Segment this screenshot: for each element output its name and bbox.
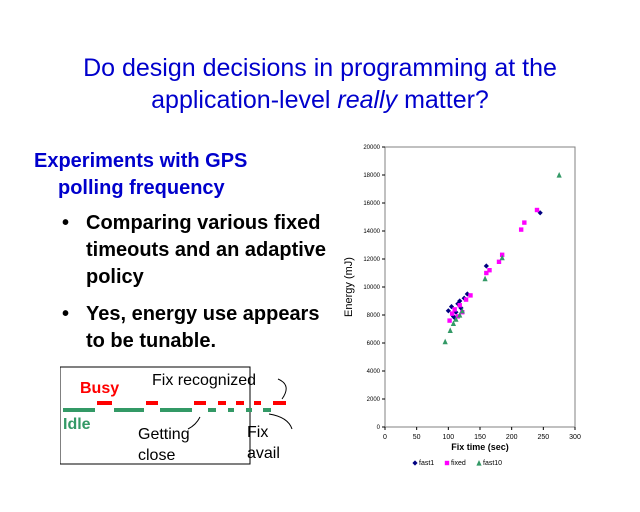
data-point — [458, 305, 464, 311]
data-point — [496, 259, 502, 264]
data-point — [450, 320, 456, 326]
fix-avail-pointer — [268, 413, 293, 430]
state-diagram-svg: Busy Idle Fix recognized Getting close F… — [59, 366, 293, 465]
data-point — [442, 338, 448, 345]
data-point — [453, 316, 459, 322]
slide-title-line1: Do design decisions in programming at th… — [83, 54, 557, 82]
data-point — [482, 275, 488, 282]
x-tick-label: 50 — [413, 434, 421, 441]
y-tick-label: 10000 — [363, 285, 380, 291]
data-point — [556, 172, 562, 178]
x-axis-label: Fix time (sec) — [451, 442, 509, 452]
gps-state-diagram: Busy Idle Fix recognized Getting close F… — [59, 365, 310, 470]
data-point — [452, 307, 457, 312]
y-tick-label: 8000 — [367, 313, 381, 319]
busy-label: Busy — [80, 380, 119, 397]
data-point — [499, 254, 505, 261]
y-axis-label: Energy (mJ) — [343, 257, 355, 317]
data-point — [457, 312, 463, 318]
data-point — [459, 307, 465, 314]
slide-title-emphasis: really — [337, 86, 398, 114]
data-point — [457, 298, 463, 304]
y-tick-label: 0 — [377, 425, 381, 431]
energy-vs-fix-time-chart: 0 2000 4000 6000 8000 10000 12000 14000 16000 180… — [340, 135, 640, 480]
y-tick-label: 2000 — [367, 397, 381, 403]
y-tick-label: 20000 — [363, 145, 380, 151]
data-point — [447, 318, 452, 323]
fix-recognized-label: Fix recognized — [152, 372, 256, 389]
legend-label: fast10 — [483, 460, 502, 467]
plot-area — [384, 146, 576, 428]
data-point — [484, 270, 489, 276]
x-tick-label: 200 — [506, 434, 518, 441]
data-point — [447, 327, 453, 333]
x-tick-label: 300 — [569, 434, 581, 441]
y-tick-label: 12000 — [363, 257, 380, 263]
legend-label: fixed — [451, 460, 466, 467]
section-heading-line2: polling frequency — [58, 177, 225, 199]
bullet-text: Yes, energy use appears to be tunable. — [86, 303, 320, 352]
y-tick-label: 4000 — [367, 369, 381, 375]
getting-close-label: close — [138, 447, 175, 464]
y-tick-label: 14000 — [363, 229, 380, 235]
data-point — [457, 303, 462, 308]
fix-avail-label: Fix — [247, 424, 268, 441]
fix-recognized-pointer — [277, 378, 287, 400]
data-point — [468, 293, 473, 298]
bullet-item: • Comparing various fixed timeouts and an… — [60, 210, 330, 291]
y-tick-label: 18000 — [363, 173, 380, 179]
x-tick-label: 250 — [537, 434, 549, 441]
slide-title: Do design decisions in programming at th… — [40, 52, 600, 116]
data-point — [448, 304, 455, 310]
bullet-marker: • — [62, 212, 70, 234]
bullet-text: Comparing various fixed timeouts and an … — [86, 212, 327, 288]
y-tick-label: 16000 — [363, 201, 380, 207]
diagram-frame — [59, 366, 251, 465]
section-heading: Experiments with GPS polling frequency — [34, 148, 324, 202]
section-heading-line1: Experiments with GPS — [34, 150, 248, 172]
data-point — [464, 291, 470, 297]
data-point — [463, 297, 469, 302]
x-tick-label: 100 — [442, 434, 454, 441]
bullet-list: • Comparing various fixed timeouts and an… — [60, 210, 330, 365]
data-point — [449, 311, 455, 316]
fix-avail-label: avail — [247, 445, 280, 462]
data-point — [534, 207, 540, 213]
bullet-marker: • — [62, 303, 70, 325]
x-tick-label: 0 — [383, 434, 387, 441]
bullet-item: • Yes, energy use appears to be tunable. — [60, 301, 330, 355]
data-point — [476, 460, 482, 466]
scatter-plot: 0200040006000800010000120001400016000180… — [343, 145, 581, 467]
idle-label: Idle — [63, 416, 91, 433]
data-point — [483, 263, 489, 269]
slide-title-suffix: matter? — [397, 86, 489, 114]
getting-close-label: Getting — [138, 426, 190, 443]
y-tick-label: 6000 — [367, 341, 381, 347]
x-tick-label: 150 — [474, 434, 486, 441]
data-point — [487, 268, 492, 273]
data-point — [444, 460, 450, 466]
data-point — [522, 220, 527, 225]
getting-close-pointer — [187, 416, 201, 430]
slide-title-line2: application-level really matter? — [40, 84, 600, 116]
data-point — [412, 460, 418, 466]
legend-label: fast1 — [419, 460, 434, 467]
slide-title-prefix: application-level — [151, 86, 338, 114]
data-point — [518, 227, 524, 232]
